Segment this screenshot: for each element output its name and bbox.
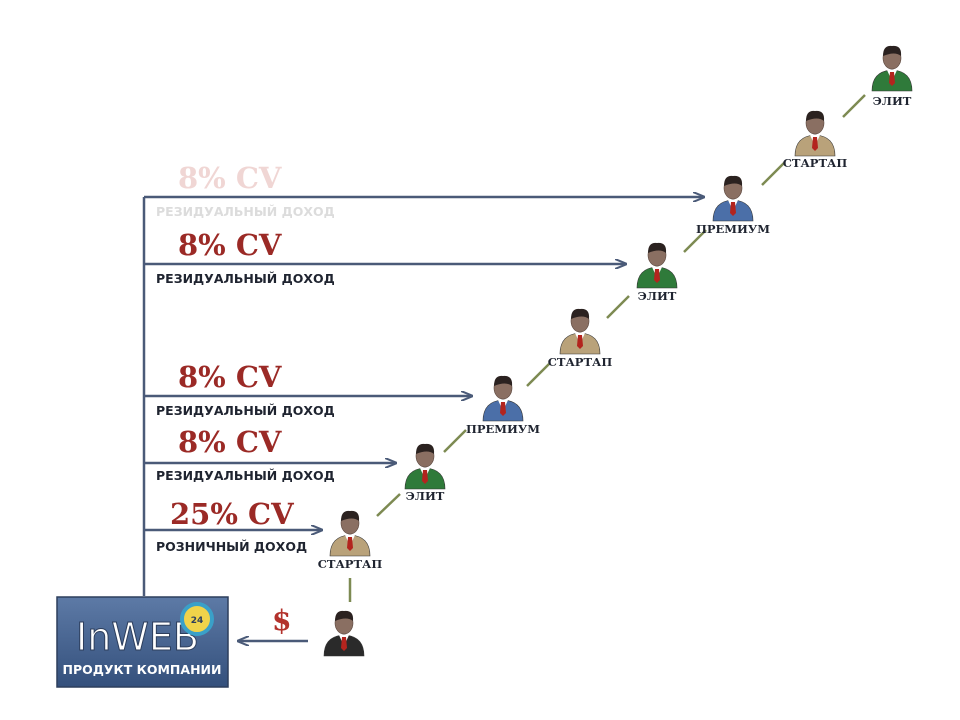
income-percent-4: 8% CV bbox=[178, 425, 282, 459]
customer-avatar-icon bbox=[323, 610, 365, 657]
rank-label-5: ЭЛИТ bbox=[638, 289, 677, 303]
rank-label-3: ПРЕМИУМ bbox=[466, 422, 540, 436]
person-avatar-icon bbox=[329, 510, 371, 557]
person-avatar-icon bbox=[871, 45, 913, 92]
connector-1 bbox=[376, 493, 401, 517]
rank-connectors bbox=[348, 94, 866, 602]
income-label-5: РОЗНИЧНЫЙ ДОХОД bbox=[156, 539, 307, 554]
logo-badge: 24 bbox=[191, 616, 204, 626]
person-avatar-icon bbox=[794, 110, 836, 157]
income-label-3: РЕЗИДУАЛЬНЫЙ ДОХОД bbox=[156, 403, 335, 418]
connector-4 bbox=[606, 295, 630, 319]
logo-brand: InWEB bbox=[76, 615, 199, 659]
connector-3 bbox=[526, 363, 550, 387]
income-label-4: РЕЗИДУАЛЬНЫЙ ДОХОД bbox=[156, 468, 335, 483]
income-label-2: РЕЗИДУАЛЬНЫЙ ДОХОД bbox=[156, 271, 335, 286]
connector-7 bbox=[842, 94, 866, 118]
person-avatar-icon bbox=[482, 375, 524, 422]
income-percent-5: 25% CV bbox=[170, 497, 294, 531]
connector-2 bbox=[443, 429, 467, 453]
payment-symbol: $ bbox=[272, 604, 291, 637]
rank-label-1: СТАРТАП bbox=[318, 557, 383, 571]
person-avatar-icon bbox=[636, 242, 678, 289]
person-avatar-icon bbox=[404, 443, 446, 490]
person-avatar-icon bbox=[712, 175, 754, 222]
income-label-1: РЕЗИДУАЛЬНЫЙ ДОХОД bbox=[156, 204, 335, 219]
logo-subtitle: ПРОДУКТ КОМПАНИИ bbox=[63, 662, 222, 677]
income-percent-1: 8% CV bbox=[178, 161, 282, 195]
rank-label-8: ЭЛИТ bbox=[873, 94, 912, 108]
income-percent-3: 8% CV bbox=[178, 360, 282, 394]
rank-label-7: СТАРТАП bbox=[783, 156, 848, 170]
connector-6 bbox=[761, 162, 785, 186]
rank-label-2: ЭЛИТ bbox=[406, 489, 445, 503]
rank-label-4: СТАРТАП bbox=[548, 355, 613, 369]
connector-5 bbox=[683, 229, 707, 253]
logo-badge-icon bbox=[180, 602, 214, 636]
company-logo: InWEB 24 ПРОДУКТ КОМПАНИИ bbox=[56, 596, 229, 688]
income-percent-2: 8% CV bbox=[178, 228, 282, 262]
person-avatar-icon bbox=[559, 308, 601, 355]
rank-label-6: ПРЕМИУМ bbox=[696, 222, 770, 236]
rank-persons bbox=[323, 45, 913, 657]
